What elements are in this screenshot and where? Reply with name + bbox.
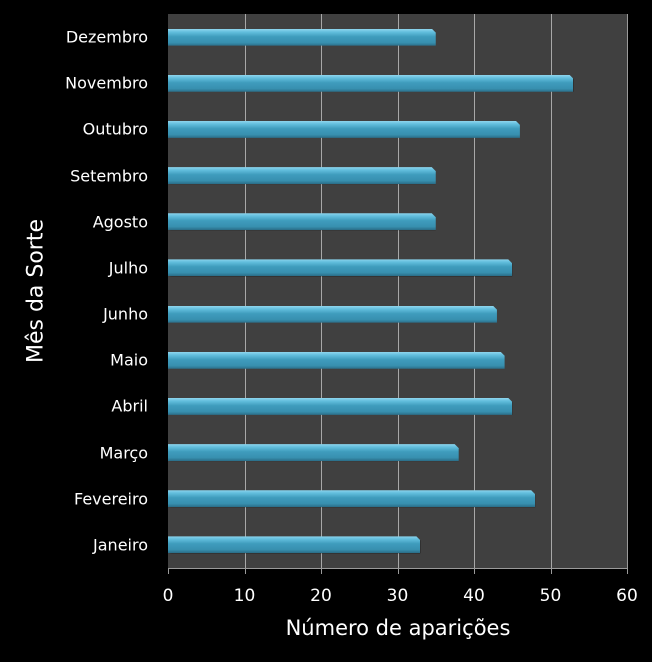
x-tick-mark bbox=[397, 568, 399, 574]
bar-dezembro bbox=[168, 29, 436, 46]
y-axis-title: Mês da Sorte bbox=[23, 218, 49, 364]
bar-setembro bbox=[168, 167, 436, 184]
x-tick-label: 50 bbox=[539, 586, 562, 606]
gridline bbox=[244, 14, 246, 568]
gridline bbox=[397, 14, 399, 568]
bar-maio bbox=[168, 352, 505, 369]
bar-junho bbox=[168, 306, 497, 323]
bar-outubro bbox=[168, 121, 520, 138]
bar-julho bbox=[168, 259, 512, 276]
x-tick-label: 10 bbox=[233, 586, 256, 606]
category-label: Novembro bbox=[65, 73, 148, 93]
bar-agosto bbox=[168, 213, 436, 230]
category-label: Março bbox=[99, 443, 148, 463]
category-label: Abril bbox=[111, 396, 148, 416]
category-label: Maio bbox=[110, 350, 148, 370]
x-tick-mark bbox=[321, 568, 322, 574]
bar-janeiro bbox=[168, 536, 420, 553]
bar-novembro bbox=[168, 75, 573, 92]
x-tick-mark bbox=[168, 568, 169, 574]
category-label: Setembro bbox=[70, 166, 148, 186]
x-tick-mark bbox=[627, 568, 628, 574]
gridline bbox=[550, 14, 552, 568]
x-tick-label: 40 bbox=[463, 586, 485, 606]
gridline bbox=[321, 14, 322, 568]
x-tick-label: 0 bbox=[162, 586, 174, 606]
x-tick-mark bbox=[474, 568, 475, 574]
category-label: Fevereiro bbox=[73, 489, 148, 509]
plot-area bbox=[168, 14, 628, 574]
category-label: Junho bbox=[103, 304, 148, 324]
x-tick-label: 60 bbox=[616, 586, 638, 606]
bar-abril bbox=[168, 398, 512, 415]
x-tick-label: 30 bbox=[386, 586, 409, 606]
category-label: Janeiro bbox=[93, 535, 148, 555]
x-tick-mark bbox=[244, 568, 246, 574]
x-tick-label: 20 bbox=[310, 586, 332, 606]
category-label: Julho bbox=[108, 258, 148, 278]
category-label: Agosto bbox=[92, 212, 148, 232]
category-label: Outubro bbox=[82, 119, 148, 139]
category-label: Dezembro bbox=[65, 27, 148, 47]
x-axis-title: Número de aparições bbox=[285, 616, 511, 640]
bar-fevereiro bbox=[168, 490, 535, 507]
bar-março bbox=[168, 444, 459, 461]
x-tick-mark bbox=[550, 568, 552, 574]
gridline bbox=[474, 14, 475, 568]
